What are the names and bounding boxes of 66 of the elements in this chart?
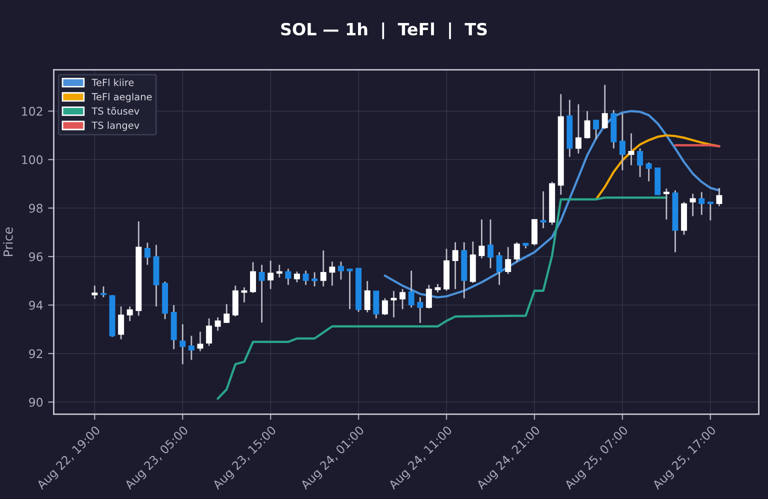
candlestick bbox=[382, 298, 388, 316]
candlestick bbox=[426, 284, 432, 310]
candlestick bbox=[584, 110, 590, 140]
candlestick bbox=[100, 286, 106, 298]
y-tick-label: 98 bbox=[29, 204, 43, 213]
candlestick bbox=[188, 335, 194, 361]
candlestick bbox=[180, 324, 186, 365]
candlestick bbox=[214, 316, 221, 332]
candlestick bbox=[126, 306, 133, 322]
legend-label: TeFl aeglane bbox=[92, 92, 152, 102]
line-series bbox=[594, 134, 720, 200]
y-tick-label: 94 bbox=[29, 300, 43, 310]
candlestick bbox=[258, 264, 265, 324]
candlestick bbox=[268, 260, 274, 290]
candlestick bbox=[338, 260, 344, 280]
candlestick bbox=[575, 104, 582, 154]
candlestick bbox=[707, 201, 714, 222]
candlestick bbox=[663, 188, 670, 220]
candlestick bbox=[514, 242, 520, 263]
candlestick bbox=[144, 242, 150, 266]
candlestick bbox=[276, 264, 282, 278]
y-tick-label: 100 bbox=[22, 155, 43, 164]
candlestick bbox=[302, 270, 309, 286]
candlestick bbox=[373, 290, 380, 320]
y-tick-label: 102 bbox=[22, 106, 42, 116]
candlestick bbox=[92, 284, 98, 300]
legend-label: TeFl kiire bbox=[92, 78, 134, 86]
candlestick bbox=[250, 261, 256, 294]
candlestick bbox=[197, 331, 204, 352]
candlestick bbox=[312, 272, 318, 288]
candlestick bbox=[646, 162, 652, 182]
candlestick bbox=[390, 290, 397, 318]
candlestick bbox=[478, 218, 485, 259]
candlestick bbox=[364, 280, 370, 314]
candlestick bbox=[452, 242, 458, 290]
candlestick bbox=[241, 286, 248, 304]
candlestick bbox=[417, 296, 424, 324]
y-tick-label: 96 bbox=[29, 252, 43, 262]
candlestick bbox=[628, 132, 634, 166]
candlestick bbox=[690, 193, 696, 217]
candlestick bbox=[505, 246, 512, 275]
legend-label: TS langev bbox=[92, 121, 140, 131]
candlestick bbox=[496, 252, 502, 286]
candlestick bbox=[118, 306, 124, 340]
candlestick bbox=[294, 270, 300, 283]
candlestick bbox=[285, 268, 292, 286]
y-axis-title: Price bbox=[3, 227, 13, 256]
candlestick bbox=[400, 288, 406, 310]
candlestick bbox=[346, 268, 353, 310]
chart-title: SOL — 1h | TeFl | TS bbox=[281, 22, 487, 40]
y-tick-label: 92 bbox=[29, 349, 42, 358]
candlestick bbox=[716, 187, 722, 207]
candlestick bbox=[488, 218, 494, 269]
y-tick-label: 90 bbox=[29, 398, 43, 407]
candlestick bbox=[320, 250, 326, 288]
candlestick bbox=[540, 190, 546, 229]
candlestick bbox=[637, 148, 644, 178]
candlestick bbox=[602, 84, 608, 130]
candlestick bbox=[698, 191, 705, 216]
candlestick bbox=[619, 112, 626, 171]
legend-label: TS tõusev bbox=[92, 106, 140, 115]
candlestick bbox=[206, 318, 212, 346]
candlestick bbox=[593, 119, 600, 140]
candlestick bbox=[408, 270, 414, 308]
candlestick bbox=[224, 303, 230, 324]
candlestick bbox=[329, 260, 336, 286]
